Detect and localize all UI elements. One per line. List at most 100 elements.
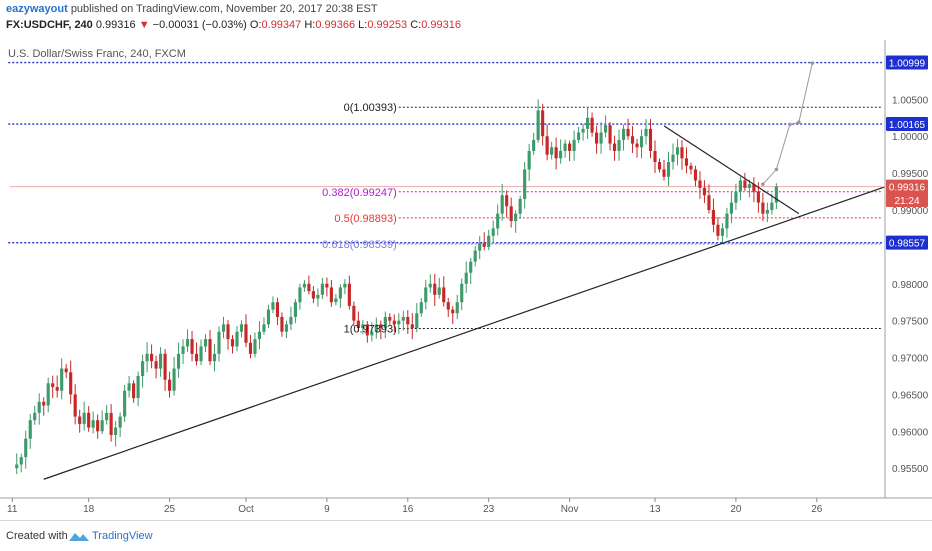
candle-body (334, 298, 338, 303)
candle-body (280, 316, 284, 332)
candle-body (473, 250, 477, 262)
candle-body (541, 110, 545, 137)
candle-body (500, 195, 504, 214)
open-label: O: (249, 19, 262, 31)
y-tick-label: 0.95500 (892, 464, 929, 475)
author-link[interactable]: eazywayout (6, 3, 68, 15)
published-text: published on TradingView.com, November 2… (70, 3, 378, 15)
candle-body (738, 180, 742, 192)
high-label: H: (304, 19, 316, 31)
candle-body (626, 128, 630, 137)
candle-body (720, 228, 725, 236)
candle-body (172, 368, 176, 391)
price-tag-background (886, 193, 928, 208)
candle-body (469, 261, 473, 273)
candle-body (136, 375, 140, 399)
candle-body (514, 213, 518, 222)
candle-body (716, 224, 720, 236)
candle-body (595, 132, 599, 144)
high-value: 0.99366 (315, 19, 356, 31)
low-label: L: (358, 19, 368, 31)
candle-body (217, 331, 221, 354)
candle-body (150, 353, 154, 362)
candle-body (298, 287, 302, 303)
candle-body (698, 180, 702, 188)
candle-body (451, 309, 455, 314)
candle-body (388, 316, 392, 321)
price-tag-background (886, 179, 928, 194)
candle-body (662, 169, 666, 177)
last-price: 0.99316 (95, 19, 136, 31)
candle-body (496, 213, 500, 229)
y-tick-label: 0.98000 (892, 280, 929, 291)
candle-body (590, 117, 594, 133)
fib-level-label: 0(1.00393) (344, 102, 397, 114)
candle-body (248, 342, 253, 354)
candle-body (73, 394, 77, 417)
candle-body (509, 206, 513, 222)
candle-body (55, 387, 59, 391)
candle-body (756, 191, 760, 203)
candle-body (487, 235, 491, 247)
candle-body (145, 353, 149, 362)
candle-body (617, 139, 621, 151)
candle-body (734, 191, 738, 203)
candle-body (612, 143, 617, 151)
candle-body (123, 390, 127, 417)
candle-body (271, 302, 275, 310)
candle-body (275, 302, 280, 317)
candle-body (320, 283, 324, 295)
x-tick-label: 23 (483, 504, 495, 515)
candle-body (527, 150, 531, 170)
candle-body (419, 302, 423, 314)
candle-body (343, 283, 347, 288)
candle-body (64, 368, 68, 373)
candle-body (78, 416, 82, 424)
candle-body (293, 302, 297, 317)
candle-body (379, 324, 383, 329)
candle-body (105, 412, 109, 421)
candle-body (221, 324, 226, 332)
candle-body (141, 361, 145, 376)
candle-body (653, 150, 657, 163)
candle-body (159, 353, 163, 369)
candle-body (433, 283, 437, 295)
candle-body (765, 209, 769, 214)
candle-body (154, 361, 158, 369)
candle-body (338, 287, 342, 299)
tradingview-brand-link[interactable]: TradingView (92, 530, 153, 542)
x-tick-label: 16 (402, 504, 414, 515)
candle-body (747, 184, 751, 188)
candle-body (262, 324, 266, 332)
candle-body (725, 213, 729, 229)
candle-body (460, 283, 464, 303)
candle-body (397, 320, 401, 325)
candle-body (428, 283, 432, 288)
trend-line[interactable] (663, 125, 800, 215)
x-tick-label: 9 (324, 504, 330, 515)
candle-body (91, 420, 95, 428)
candle-body (203, 339, 208, 347)
fib-level-label: 0.382(0.99247) (322, 187, 397, 199)
candle-body (370, 331, 374, 336)
candle-body (212, 353, 217, 362)
candle-body (226, 324, 230, 340)
candle-body (289, 316, 293, 325)
candle-body (761, 202, 765, 214)
candle-body (311, 291, 315, 299)
x-tick-label: Nov (561, 504, 579, 515)
candle-body (621, 128, 626, 140)
ohlc-line: FX:USDCHF, 240 0.99316 ▼ −0.00031 (−0.03… (6, 19, 461, 31)
candle-body (532, 139, 536, 151)
trend-line[interactable] (43, 186, 885, 480)
close-label: C: (410, 19, 422, 31)
price-chart[interactable]: U.S. Dollar/Swiss Franc, 240, FXCM 0(1.0… (0, 36, 932, 520)
change-value: −0.00031 (−0.03%) (152, 19, 247, 31)
footer-bar: Created with TradingView (0, 520, 932, 551)
candle-body (437, 287, 441, 295)
candle-body (774, 186, 778, 203)
candle-body (24, 438, 28, 458)
candle-body (671, 154, 675, 163)
candle-body (235, 331, 239, 347)
candle-body (603, 125, 608, 133)
